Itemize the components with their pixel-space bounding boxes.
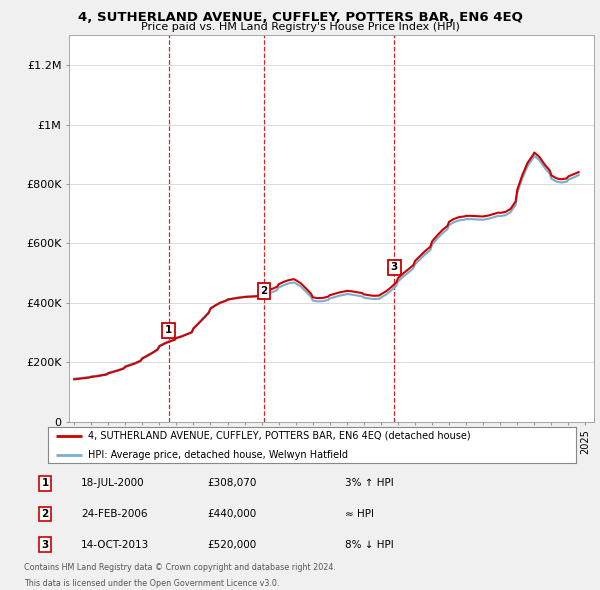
Text: 2: 2 <box>41 509 49 519</box>
Text: £440,000: £440,000 <box>207 509 256 519</box>
Text: Price paid vs. HM Land Registry's House Price Index (HPI): Price paid vs. HM Land Registry's House … <box>140 22 460 32</box>
Text: 3: 3 <box>41 540 49 549</box>
Text: 14-OCT-2013: 14-OCT-2013 <box>81 540 149 549</box>
Text: 18-JUL-2000: 18-JUL-2000 <box>81 478 145 488</box>
Text: 4, SUTHERLAND AVENUE, CUFFLEY, POTTERS BAR, EN6 4EQ (detached house): 4, SUTHERLAND AVENUE, CUFFLEY, POTTERS B… <box>88 431 470 441</box>
Text: 1: 1 <box>165 325 172 335</box>
Text: ≈ HPI: ≈ HPI <box>345 509 374 519</box>
Text: HPI: Average price, detached house, Welwyn Hatfield: HPI: Average price, detached house, Welw… <box>88 450 347 460</box>
Text: £308,070: £308,070 <box>207 478 256 488</box>
Text: 2: 2 <box>260 286 268 296</box>
Text: £520,000: £520,000 <box>207 540 256 549</box>
Text: 3% ↑ HPI: 3% ↑ HPI <box>345 478 394 488</box>
Text: 1: 1 <box>41 478 49 488</box>
Text: 4, SUTHERLAND AVENUE, CUFFLEY, POTTERS BAR, EN6 4EQ: 4, SUTHERLAND AVENUE, CUFFLEY, POTTERS B… <box>77 11 523 24</box>
Text: This data is licensed under the Open Government Licence v3.0.: This data is licensed under the Open Gov… <box>24 579 280 588</box>
Text: 24-FEB-2006: 24-FEB-2006 <box>81 509 148 519</box>
Text: 3: 3 <box>391 263 398 272</box>
Text: 8% ↓ HPI: 8% ↓ HPI <box>345 540 394 549</box>
Text: Contains HM Land Registry data © Crown copyright and database right 2024.: Contains HM Land Registry data © Crown c… <box>24 563 336 572</box>
